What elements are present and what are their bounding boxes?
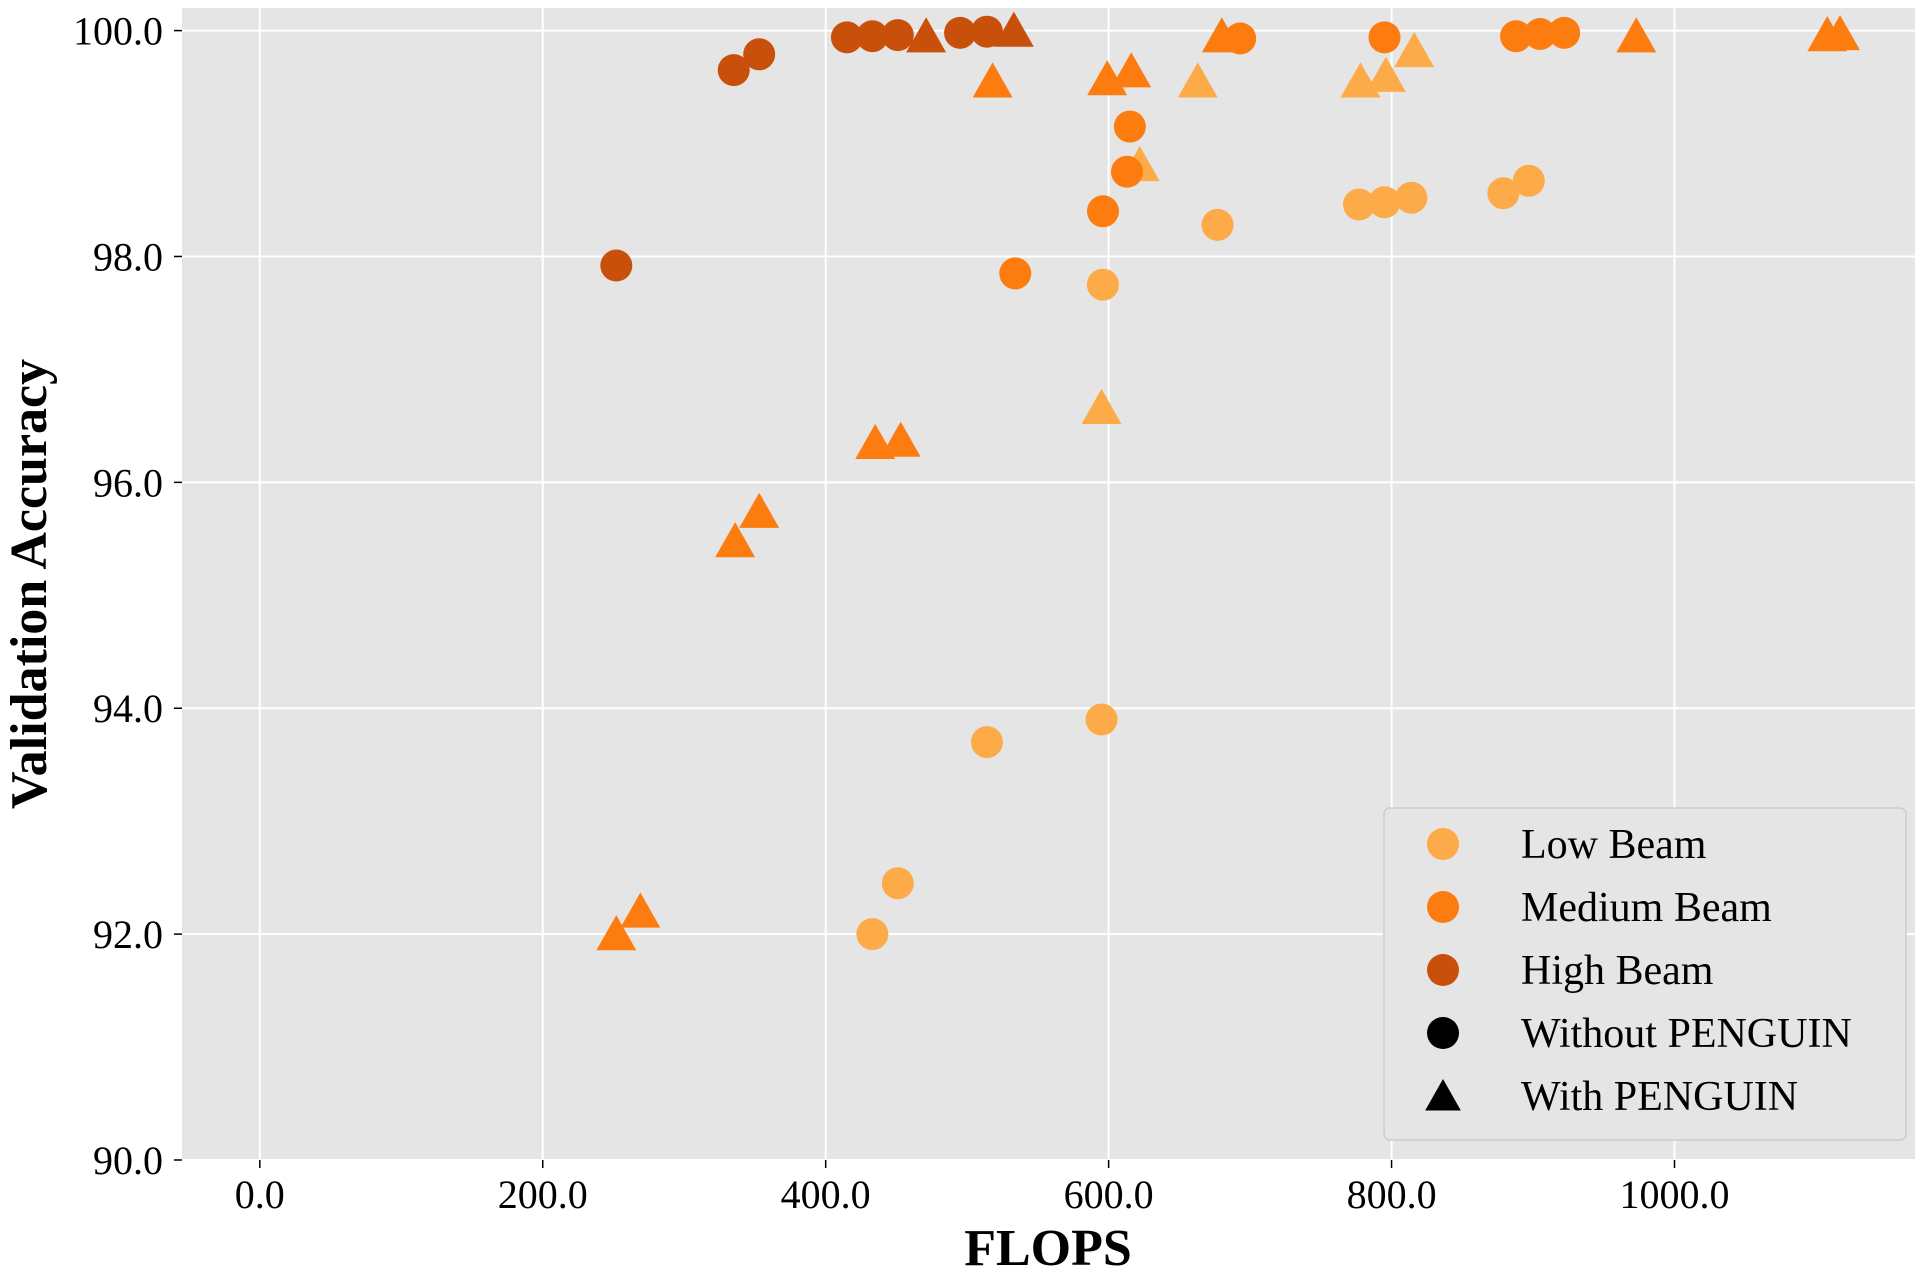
data-point-circle (1512, 164, 1545, 197)
x-tick-label: 0.0 (235, 1172, 285, 1217)
y-tick-label: 98.0 (93, 234, 163, 279)
data-point-circle (1113, 110, 1146, 143)
data-point-circle (1343, 188, 1376, 221)
data-points (596, 11, 1860, 951)
data-point-circle (1111, 155, 1144, 188)
y-tick-label: 94.0 (93, 686, 163, 731)
data-point-triangle (906, 17, 947, 53)
data-point-circle (881, 867, 914, 900)
data-point-circle (944, 16, 977, 49)
data-point-circle (856, 20, 889, 53)
data-point-circle (830, 21, 863, 54)
y-tick-label: 90.0 (93, 1138, 163, 1183)
data-point-triangle (972, 62, 1013, 98)
data-point-circle (743, 38, 776, 71)
data-point-circle (1086, 268, 1119, 301)
y-tick-label: 100.0 (73, 9, 163, 54)
x-tick-label: 1000.0 (1620, 1172, 1730, 1217)
data-point-circle (1487, 177, 1520, 210)
data-point-triangle (1394, 31, 1435, 68)
legend-marker-triangle (1425, 1079, 1461, 1111)
data-point-triangle (620, 892, 661, 928)
data-point-circle (856, 918, 889, 951)
data-point-circle (1395, 181, 1428, 214)
legend-marker-circle (1427, 1017, 1459, 1049)
data-point-circle (970, 15, 1003, 48)
data-point-triangle (1201, 17, 1242, 53)
x-tick-label: 200.0 (498, 1172, 588, 1217)
axis-ticks: 0.0 200.0 400.0 600.0 800.0 1000.0 90.0 92.0 94.… (73, 9, 1730, 1217)
x-tick-label: 800.0 (1347, 1172, 1437, 1217)
y-tick-label: 92.0 (93, 912, 163, 957)
data-point-circle (1368, 186, 1401, 219)
legend-marker-circle (1427, 954, 1459, 986)
data-point-triangle (1365, 56, 1406, 92)
y-axis-title: Validation Accuracy (1, 359, 58, 809)
data-point-circle (1201, 208, 1234, 241)
data-point-circle (1085, 703, 1118, 736)
legend-label: Medium Beam (1521, 885, 1772, 931)
data-point-circle (1548, 16, 1581, 49)
data-point-triangle (993, 11, 1034, 47)
legend-label: High Beam (1521, 948, 1714, 994)
data-point-triangle (715, 522, 756, 558)
legend-label: Low Beam (1521, 822, 1707, 868)
x-axis-title: FLOPS (964, 1220, 1132, 1277)
data-point-triangle (1820, 14, 1860, 51)
data-point-circle (1086, 195, 1119, 228)
y-tick-label: 96.0 (93, 460, 163, 505)
data-point-circle (1524, 17, 1557, 50)
legend-marker-circle (1427, 828, 1459, 860)
data-point-triangle (1081, 388, 1122, 424)
data-point-circle (970, 726, 1003, 759)
legend-label: Without PENGUIN (1521, 1011, 1852, 1057)
data-point-triangle (880, 421, 921, 457)
grid-lines (182, 8, 1915, 1161)
x-tick-label: 600.0 (1064, 1172, 1154, 1217)
data-point-triangle (596, 915, 637, 951)
data-point-circle (717, 54, 750, 87)
data-point-triangle (1177, 62, 1218, 98)
data-point-circle (881, 19, 914, 52)
data-point-circle (1368, 21, 1401, 54)
data-point-circle (600, 249, 633, 282)
legend-marker-circle (1427, 891, 1459, 923)
data-point-circle (999, 257, 1032, 290)
x-tick-label: 400.0 (781, 1172, 871, 1217)
data-point-triangle (1111, 52, 1152, 88)
data-point-triangle (1616, 17, 1657, 53)
legend-box (1383, 807, 1907, 1141)
legend-label: With PENGUIN (1521, 1074, 1798, 1120)
data-point-circle (1500, 20, 1533, 53)
legend: Low Beam Medium Beam High Beam Without PENG… (1383, 807, 1907, 1141)
data-point-triangle (739, 492, 780, 528)
